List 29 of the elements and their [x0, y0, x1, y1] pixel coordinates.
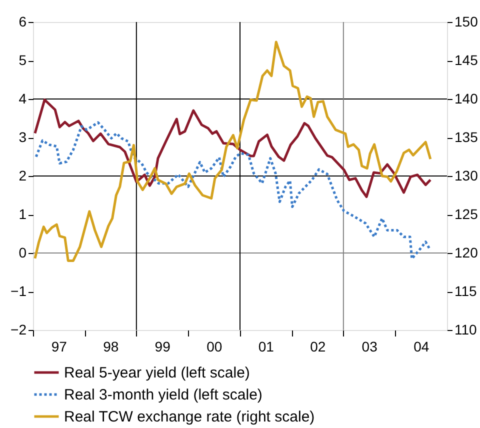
y2-tick-label: 120: [454, 244, 478, 260]
y-tick-label: −1: [10, 283, 27, 299]
y2-tick-label: 150: [454, 14, 478, 30]
legend-label: Real 3-month yield (left scale): [64, 386, 262, 404]
y-tick-label: 5: [18, 52, 27, 68]
y-tick-label: 2: [18, 168, 27, 184]
x-tick-label: 03: [362, 338, 378, 354]
y2-tick-label: 115: [454, 283, 478, 299]
y-tick-label: 1: [18, 206, 27, 222]
y-tick-label: 4: [18, 90, 27, 106]
y-tick-label: 6: [18, 14, 27, 30]
x-tick-label: 04: [414, 338, 430, 354]
y2-tick-label: 125: [454, 206, 478, 222]
y-tick-label: 0: [18, 244, 27, 260]
y2-tick-label: 145: [454, 52, 478, 68]
legend-label: Real TCW exchange rate (right scale): [64, 408, 315, 426]
x-tick-label: 02: [310, 338, 326, 354]
x-tick-label: 01: [258, 338, 274, 354]
y2-tick-label: 130: [454, 168, 478, 184]
x-tick-label: 00: [206, 338, 222, 354]
y2-tick-label: 110: [454, 322, 478, 338]
y-tick-label: −2: [10, 322, 27, 338]
x-tick-label: 98: [103, 338, 119, 354]
y-tick-label: 3: [18, 129, 27, 145]
legend-label: Real 5-year yield (left scale): [64, 364, 250, 382]
y2-tick-label: 135: [454, 129, 478, 145]
x-tick-label: 99: [154, 338, 171, 354]
y2-tick-label: 140: [454, 90, 478, 106]
x-tick-label: 97: [51, 338, 68, 354]
